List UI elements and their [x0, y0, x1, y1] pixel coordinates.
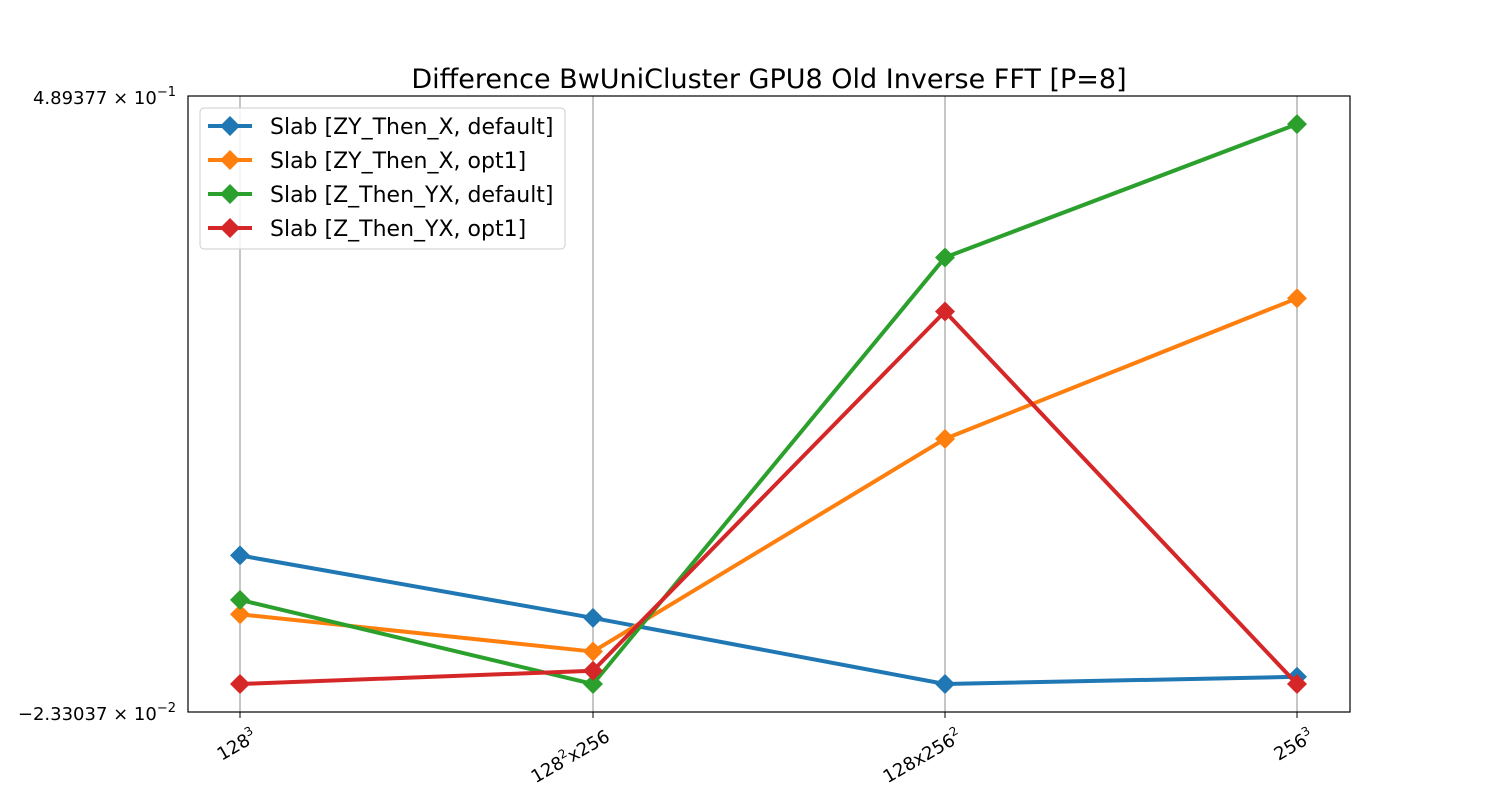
series-line	[239, 122, 1298, 686]
x-tick-label: 128x2562	[878, 724, 965, 788]
legend-item: Slab [Z_Then_YX, default]	[208, 183, 554, 208]
x-tick-label: 1282x256	[526, 724, 613, 788]
data-point	[935, 301, 955, 322]
series-line	[239, 309, 1299, 686]
series-line	[239, 296, 1298, 654]
data-point	[1287, 114, 1307, 135]
series-layer	[230, 114, 1307, 694]
legend-label: Slab [Z_Then_YX, default]	[270, 183, 554, 208]
legend-label: Slab [Z_Then_YX, opt1]	[270, 217, 526, 242]
y-tick-bottom: −2.33037 × 10−2	[18, 701, 176, 725]
legend-marker	[220, 218, 240, 238]
data-point	[583, 607, 603, 628]
legend-marker	[220, 184, 240, 204]
legend-box	[199, 107, 566, 250]
legend-label: Slab [ZY_Then_X, opt1]	[270, 149, 526, 174]
y-tick-top: 4.89377 × 10−1	[33, 85, 176, 109]
data-point	[230, 604, 250, 625]
legend: Slab [ZY_Then_X, default] Slab [ZY_Then_X…	[199, 107, 566, 250]
legend-marker	[220, 150, 240, 170]
data-point	[583, 673, 603, 694]
data-point	[1287, 288, 1307, 309]
legend-item: Slab [ZY_Then_X, default]	[208, 115, 554, 140]
data-point	[230, 589, 250, 610]
series-line	[239, 553, 1298, 686]
legend-marker	[220, 116, 240, 136]
chart-title: Difference BwUniCluster GPU8 Old Inverse…	[411, 64, 1126, 95]
data-point	[230, 545, 250, 566]
x-tick-label: 2563	[1269, 724, 1317, 766]
x-tick-label: 1283	[212, 724, 260, 766]
data-point	[935, 247, 955, 268]
series-2	[230, 288, 1307, 662]
data-point	[935, 673, 955, 694]
data-point	[230, 673, 250, 694]
data-point	[583, 660, 603, 681]
series-3	[230, 114, 1307, 694]
legend-item: Slab [ZY_Then_X, opt1]	[208, 149, 526, 174]
series-4	[230, 301, 1307, 694]
x-axis: 1283 1282x256 128x2562 2563	[212, 712, 1317, 788]
data-point	[1287, 673, 1307, 694]
plot-area	[187, 95, 1351, 713]
data-point	[935, 428, 955, 449]
data-point	[583, 641, 603, 662]
legend-item: Slab [Z_Then_YX, opt1]	[208, 217, 526, 242]
legend-label: Slab [ZY_Then_X, default]	[270, 115, 554, 140]
series-1	[230, 545, 1307, 694]
